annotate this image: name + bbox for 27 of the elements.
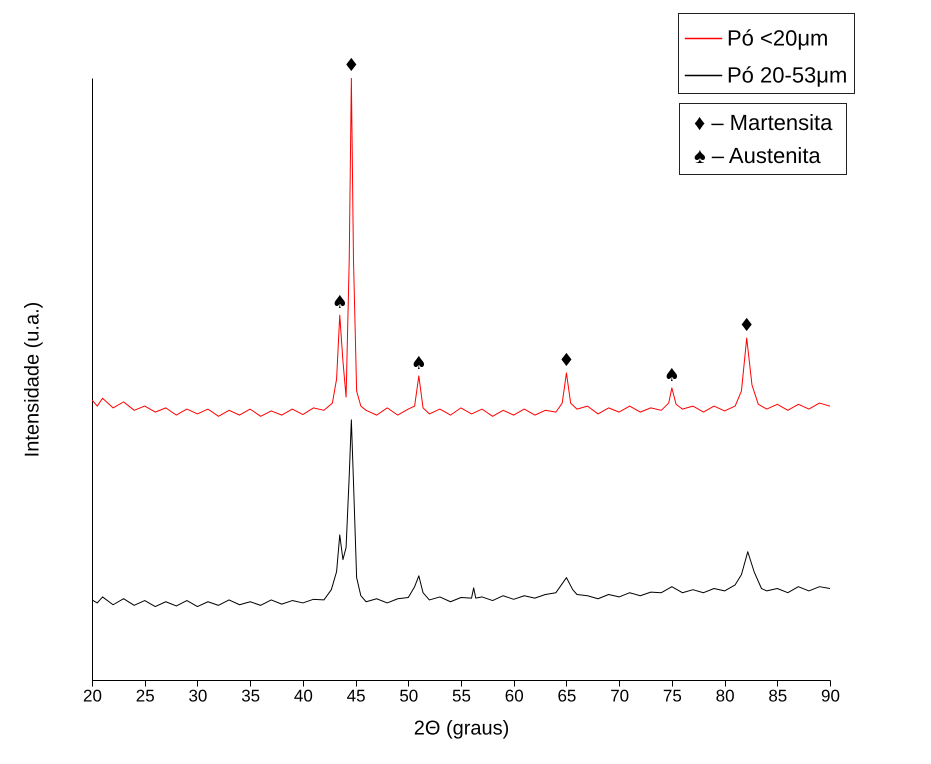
legend-label: Pó <20μm xyxy=(727,26,828,50)
x-tick-label: 35 xyxy=(241,686,260,706)
x-tick-label: 65 xyxy=(557,686,576,706)
annotation: ♦ xyxy=(343,55,360,76)
x-tick-label: 20 xyxy=(83,686,102,706)
x-tick-label: 90 xyxy=(821,686,840,706)
annotation: ♦ xyxy=(738,315,755,336)
annotation: ♠ xyxy=(410,352,427,374)
x-tick-label: 55 xyxy=(452,686,471,706)
annotation: ♠ xyxy=(664,365,680,386)
x-axis-title: 2Θ (graus) xyxy=(414,718,510,740)
annotation: ♦ xyxy=(558,350,574,371)
legend-label: Pó 20-53μm xyxy=(727,62,848,88)
x-tick-label: 85 xyxy=(768,686,788,706)
x-tick-label: 70 xyxy=(610,686,630,706)
x-tick-label: 75 xyxy=(662,686,682,706)
x-tick-label: 60 xyxy=(504,686,524,706)
annotation: ♠ xyxy=(332,292,348,314)
annotation: ♠ – Austenita xyxy=(694,142,822,170)
x-tick-label: 50 xyxy=(399,686,418,706)
x-tick-label: 30 xyxy=(188,686,208,706)
x-tick-label: 80 xyxy=(716,686,735,706)
x-tick-label: 45 xyxy=(346,686,366,706)
x-tick-label: 25 xyxy=(136,686,155,706)
x-tick-label: 40 xyxy=(294,686,313,706)
annotation: ♦ – Martensita xyxy=(694,109,832,137)
y-axis-title: Intensidade (u.a.) xyxy=(22,302,44,458)
